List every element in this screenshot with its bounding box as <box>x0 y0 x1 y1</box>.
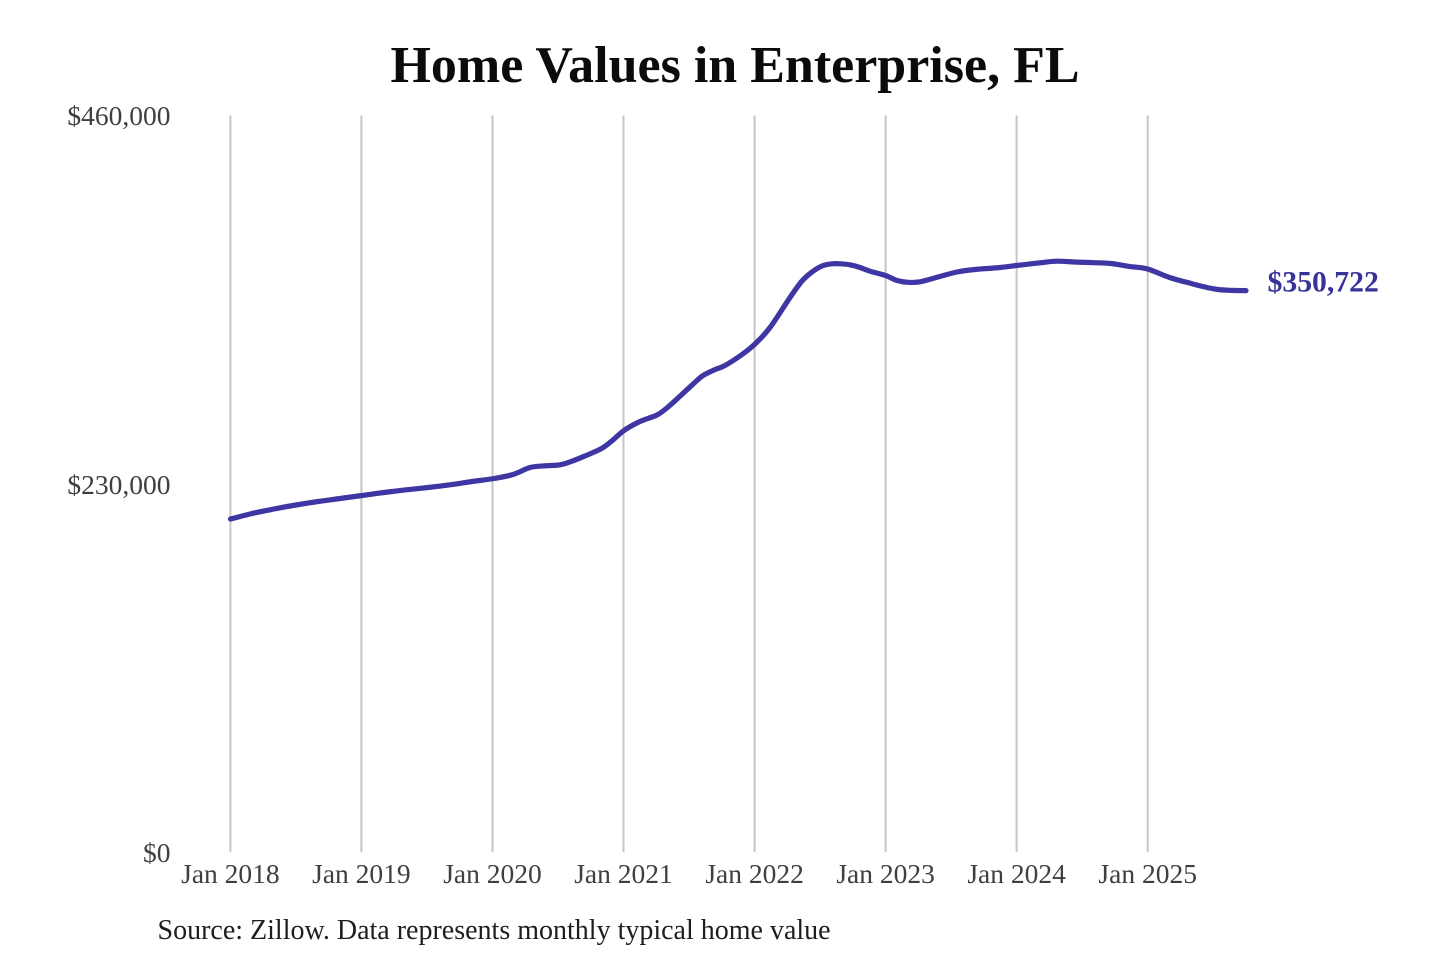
svg-text:Jan 2022: Jan 2022 <box>705 858 804 889</box>
svg-text:Jan 2025: Jan 2025 <box>1098 858 1197 889</box>
svg-text:$0: $0 <box>143 837 171 868</box>
svg-text:$350,722: $350,722 <box>1268 267 1379 299</box>
svg-text:$230,000: $230,000 <box>67 469 170 500</box>
svg-text:Jan 2021: Jan 2021 <box>574 858 673 889</box>
svg-text:$460,000: $460,000 <box>67 100 170 131</box>
svg-text:Jan 2024: Jan 2024 <box>967 858 1066 889</box>
svg-text:Jan 2018: Jan 2018 <box>181 858 280 889</box>
svg-text:Jan 2019: Jan 2019 <box>312 858 411 889</box>
svg-text:Jan 2020: Jan 2020 <box>443 858 542 889</box>
svg-text:Source: Zillow. Data represent: Source: Zillow. Data represents monthly … <box>158 915 831 946</box>
svg-text:Home Values in Enterprise, FL: Home Values in Enterprise, FL <box>390 37 1079 94</box>
svg-text:Jan 2023: Jan 2023 <box>836 858 935 889</box>
